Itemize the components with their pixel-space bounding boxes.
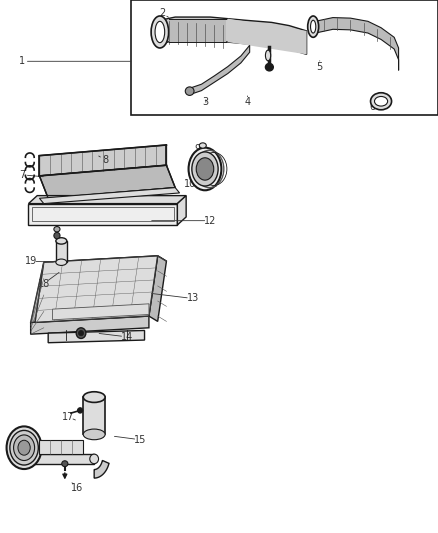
Polygon shape bbox=[169, 19, 226, 42]
Ellipse shape bbox=[62, 461, 68, 467]
Ellipse shape bbox=[185, 87, 194, 95]
Bar bbox=[131, 0, 438, 115]
Text: 19: 19 bbox=[25, 256, 37, 266]
Polygon shape bbox=[39, 188, 180, 204]
Text: 16: 16 bbox=[71, 483, 83, 492]
Polygon shape bbox=[191, 45, 250, 94]
Text: 10: 10 bbox=[184, 179, 197, 189]
Ellipse shape bbox=[83, 429, 105, 440]
Polygon shape bbox=[315, 18, 399, 70]
Ellipse shape bbox=[78, 330, 84, 336]
Ellipse shape bbox=[14, 435, 35, 461]
Bar bbox=[56, 241, 67, 262]
Text: 11: 11 bbox=[206, 179, 219, 189]
Ellipse shape bbox=[83, 392, 105, 402]
Polygon shape bbox=[160, 17, 307, 54]
Text: 7: 7 bbox=[19, 170, 25, 180]
Polygon shape bbox=[28, 196, 186, 204]
Ellipse shape bbox=[151, 16, 169, 48]
Polygon shape bbox=[31, 262, 53, 328]
Text: 18: 18 bbox=[38, 279, 50, 288]
Ellipse shape bbox=[90, 454, 99, 464]
Bar bbox=[32, 207, 174, 221]
Ellipse shape bbox=[155, 21, 165, 43]
Text: 13: 13 bbox=[187, 294, 199, 303]
Text: 3: 3 bbox=[203, 98, 209, 107]
Polygon shape bbox=[28, 204, 177, 225]
Text: 8: 8 bbox=[102, 155, 108, 165]
Polygon shape bbox=[48, 330, 145, 343]
Polygon shape bbox=[39, 165, 175, 198]
Ellipse shape bbox=[311, 20, 316, 33]
Polygon shape bbox=[31, 316, 149, 334]
Ellipse shape bbox=[199, 143, 206, 148]
Ellipse shape bbox=[265, 50, 271, 61]
Polygon shape bbox=[94, 461, 109, 478]
Polygon shape bbox=[35, 256, 158, 322]
Ellipse shape bbox=[188, 148, 222, 190]
Text: 2: 2 bbox=[159, 9, 165, 18]
Ellipse shape bbox=[56, 259, 67, 265]
Text: 17: 17 bbox=[62, 412, 74, 422]
Ellipse shape bbox=[54, 232, 60, 239]
Ellipse shape bbox=[265, 63, 273, 71]
Polygon shape bbox=[44, 256, 166, 268]
Ellipse shape bbox=[18, 440, 30, 455]
Polygon shape bbox=[149, 256, 166, 321]
Ellipse shape bbox=[76, 328, 86, 338]
Text: 4: 4 bbox=[244, 98, 251, 107]
Text: 15: 15 bbox=[134, 435, 146, 445]
Polygon shape bbox=[53, 304, 149, 320]
Bar bbox=[83, 397, 105, 434]
Ellipse shape bbox=[374, 96, 388, 106]
Polygon shape bbox=[228, 19, 307, 54]
Ellipse shape bbox=[54, 227, 60, 232]
Ellipse shape bbox=[196, 158, 214, 180]
Ellipse shape bbox=[192, 152, 218, 186]
Polygon shape bbox=[15, 454, 94, 464]
Text: 1: 1 bbox=[19, 56, 25, 66]
Text: 5: 5 bbox=[317, 62, 323, 71]
Ellipse shape bbox=[56, 238, 67, 244]
Ellipse shape bbox=[78, 408, 83, 413]
Polygon shape bbox=[39, 145, 166, 176]
Text: 14: 14 bbox=[121, 332, 133, 342]
Polygon shape bbox=[39, 440, 83, 454]
Ellipse shape bbox=[371, 93, 392, 110]
Ellipse shape bbox=[307, 16, 318, 37]
Text: 9: 9 bbox=[194, 144, 200, 154]
Ellipse shape bbox=[10, 431, 39, 465]
Text: 12: 12 bbox=[204, 216, 216, 225]
Ellipse shape bbox=[7, 426, 42, 469]
Text: 6: 6 bbox=[369, 102, 375, 111]
Polygon shape bbox=[177, 196, 186, 225]
